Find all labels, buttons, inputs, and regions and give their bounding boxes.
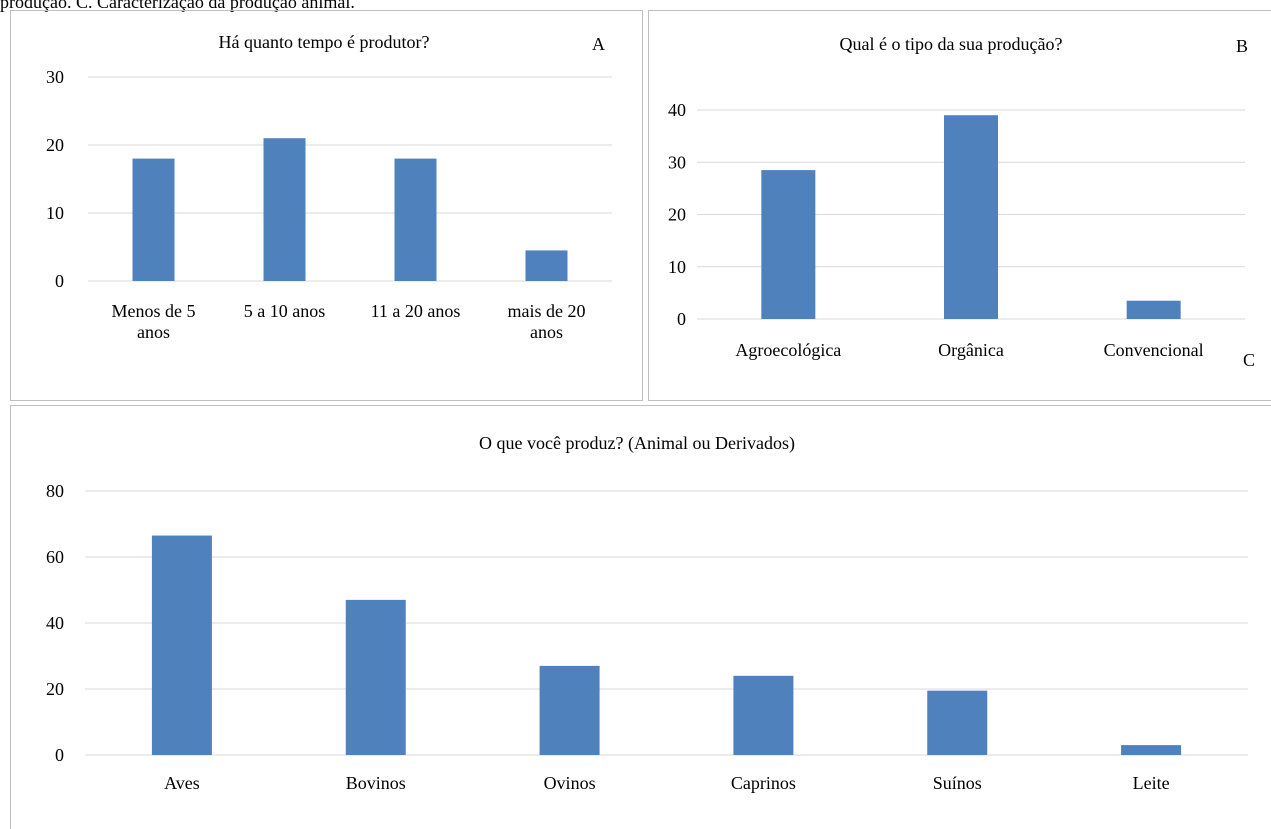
chart-a-category-label: 11 a 20 anos <box>371 301 461 321</box>
chart-c-category-label: Bovinos <box>346 773 406 793</box>
chart-c-category-label: Aves <box>164 773 200 793</box>
chart-c-bar <box>733 675 794 755</box>
chart-c-y-tick-label: 80 <box>46 481 64 501</box>
chart-c-category-label: Ovinos <box>544 773 596 793</box>
chart-b-category-label: Orgânica <box>938 340 1004 360</box>
chart-c-bar <box>345 599 406 755</box>
chart-b-bar <box>761 170 816 319</box>
figure-caption-fragment: produção. C. Caracterização da produção … <box>0 0 355 12</box>
chart-b-bar <box>1126 300 1181 319</box>
chart-b-y-tick-label: 40 <box>668 100 686 120</box>
chart-a-bar <box>263 138 306 281</box>
chart-c-bar <box>1121 745 1182 755</box>
chart-c-y-tick-label: 60 <box>46 547 64 567</box>
chart-c-category-label: Suínos <box>933 773 982 793</box>
chart-b-y-tick-label: 10 <box>668 257 686 277</box>
panel-label-b: B <box>1236 36 1249 56</box>
chart-c-title: O que você produz? (Animal ou Derivados) <box>479 433 795 454</box>
panel-label-c: C <box>1243 350 1256 370</box>
chart-a-frame <box>10 10 643 401</box>
chart-c-bar <box>927 690 988 755</box>
chart-c-y-tick-label: 20 <box>46 679 64 699</box>
chart-a-y-tick-label: 10 <box>46 203 64 223</box>
chart-a: Há quanto tempo é produtor? 0 10 20 30 Menos … <box>46 32 612 342</box>
chart-a-y-tick-label: 30 <box>46 67 64 87</box>
chart-b-y-tick-label: 0 <box>677 309 686 329</box>
chart-c-y-tick-label: 40 <box>46 613 64 633</box>
chart-b-bar <box>944 115 998 319</box>
chart-a-category-label: mais de 20 anos <box>508 301 586 342</box>
panel-label-a: A <box>592 34 605 54</box>
chart-a-title: Há quanto tempo é produtor? <box>219 32 430 52</box>
chart-b-frame <box>648 10 1271 401</box>
chart-b-category-label: Convencional <box>1104 340 1204 360</box>
chart-c-y-tick-label: 0 <box>55 745 64 765</box>
chart-c-category-label: Caprinos <box>731 773 796 793</box>
chart-c-bar <box>151 535 212 755</box>
chart-a-category-label: Menos de 5 anos <box>112 301 196 342</box>
chart-b-title: Qual é o tipo da sua produção? <box>840 34 1063 54</box>
chart-c-bar <box>539 665 600 755</box>
chart-c-category-label: Leite <box>1133 773 1170 793</box>
chart-b-y-tick-label: 30 <box>668 152 686 172</box>
chart-a-y-tick-label: 20 <box>46 135 64 155</box>
chart-b: Qual é o tipo da sua produção? 0 10 20 30 40 A… <box>668 34 1245 360</box>
chart-a-y-tick-label: 0 <box>55 271 64 291</box>
chart-c-frame <box>10 405 1271 829</box>
chart-c: O que você produz? (Animal ou Derivados)… <box>46 433 1248 793</box>
chart-b-y-tick-label: 20 <box>668 205 686 225</box>
chart-a-bar <box>525 250 568 281</box>
chart-a-bar <box>132 158 175 281</box>
chart-a-category-label: 5 a 10 anos <box>244 301 325 321</box>
chart-a-bar <box>394 158 437 281</box>
chart-b-category-label: Agroecológica <box>735 340 841 360</box>
